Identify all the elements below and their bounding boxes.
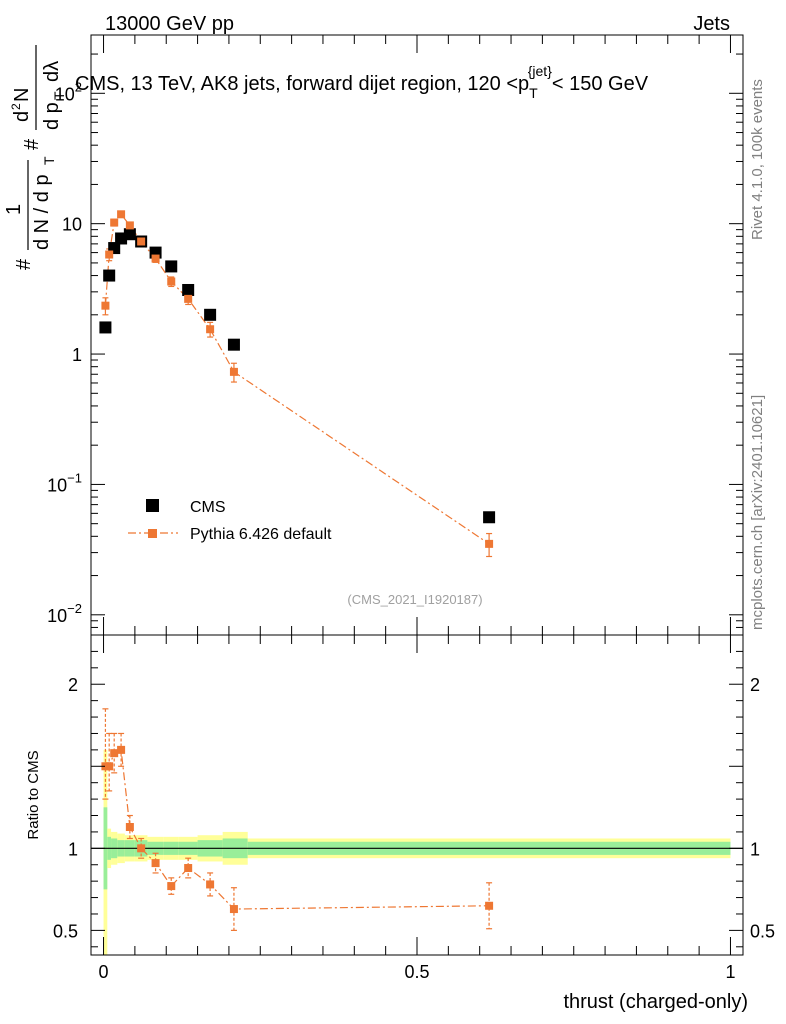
main-y-tick-label: 1 xyxy=(72,345,82,365)
pythia-ratio-point xyxy=(125,823,134,831)
ratio-y-tick-label-right: 2 xyxy=(750,675,760,695)
pythia-ratio-point xyxy=(137,844,146,853)
ratio-y-tick-label-right: 1 xyxy=(750,839,760,859)
pythia-point xyxy=(184,294,193,303)
pythia-ratio-point xyxy=(117,745,126,754)
legend-cms-label: CMS xyxy=(190,499,226,516)
ylabel-dN: d N / d p xyxy=(31,174,53,250)
ratio-y-tick-label: 0.5 xyxy=(53,921,78,941)
title-sub: T xyxy=(529,85,538,101)
main-frame xyxy=(90,34,744,636)
ylabel-T: T xyxy=(41,156,57,165)
cms-point xyxy=(165,260,178,273)
legend: CMS Pythia 6.426 default xyxy=(128,499,332,543)
ratio-x-tick-label: 0.5 xyxy=(404,962,429,982)
pythia-ratio-point xyxy=(110,749,119,758)
cms-point xyxy=(204,308,217,321)
pythia-ratio-point xyxy=(485,901,494,910)
ratio-y-axis: 0.5 0.5 1 1 2 2 xyxy=(53,650,775,948)
pythia-point xyxy=(485,539,494,548)
legend-cms-marker xyxy=(146,499,159,512)
pythia-ratio-point xyxy=(184,864,193,873)
ratio-y-tick-label-right: 0.5 xyxy=(750,921,775,941)
ylabel-den-T: T xyxy=(51,91,67,100)
pythia-ratio-point xyxy=(105,762,114,771)
cms-point xyxy=(123,228,136,241)
ylabel-one: 1 xyxy=(3,204,25,215)
pythia-point xyxy=(151,254,160,263)
main-x-ticks xyxy=(103,35,731,635)
cms-point xyxy=(483,511,496,524)
pythia-ratio-point xyxy=(151,859,160,868)
pythia-point xyxy=(167,277,176,286)
pythia-point xyxy=(137,237,146,246)
ylabel-num-N: N xyxy=(11,88,33,102)
ratio-x-tick-label: 1 xyxy=(725,962,735,982)
title-prefix: CMS, 13 TeV, AK8 jets, forward dijet reg… xyxy=(75,73,529,95)
ratio-y-tick-label: 2 xyxy=(68,675,78,695)
pythia-ratio-point xyxy=(229,905,238,914)
cms-point xyxy=(103,269,116,282)
ratio-panel: 0.5 0.51 12 2 0 0.5 1 xyxy=(53,634,775,982)
pythia-point xyxy=(125,221,134,230)
main-y-axis: 10−2 10−1 1 10 102 xyxy=(47,53,743,636)
ratio-frame xyxy=(90,634,744,956)
x-axis-label: thrust (charged-only) xyxy=(563,991,748,1013)
main-y-tick-label: 10 xyxy=(62,215,82,235)
ylabel-den-l: dλ xyxy=(41,61,63,82)
pythia-point xyxy=(206,325,215,334)
pythia-point xyxy=(229,367,238,376)
chart-title: CMS, 13 TeV, AK8 jets, forward dijet reg… xyxy=(75,63,649,101)
cms-point xyxy=(182,283,195,296)
ratio-x-axis: 0 0.5 1 xyxy=(99,635,735,982)
ratio-x-tick-label: 0 xyxy=(99,962,109,982)
pythia-point xyxy=(101,301,110,310)
main-y-label: # 1 d N / d p T # d 2 N d p T dλ xyxy=(3,45,67,270)
main-y-tick-label: 10−2 xyxy=(47,601,82,626)
pythia-line xyxy=(104,213,490,545)
ratio-y-tick-label: 1 xyxy=(68,839,78,859)
mcplots-label: mcplots.cern.ch [arXiv:2401.10621] xyxy=(749,395,766,630)
main-points xyxy=(99,210,496,558)
ylabel-num-d: d xyxy=(11,111,33,122)
header-left: 13000 GeV pp xyxy=(105,13,234,35)
ratio-y-label: Ratio to CMS xyxy=(25,750,42,839)
title-sup: {jet} xyxy=(528,63,552,79)
main-y-tick-label: 102 xyxy=(55,79,82,104)
main-y-tick-label: 10−1 xyxy=(47,470,82,495)
main-panel: 10−2 10−1 1 10 102 xyxy=(47,34,744,636)
pythia-ratio-point xyxy=(167,882,176,891)
header-right: Jets xyxy=(693,13,730,35)
pythia-point xyxy=(110,218,119,227)
title-suffix: < 150 GeV xyxy=(552,73,649,95)
analysis-id: (CMS_2021_I1920187) xyxy=(347,592,482,607)
ratio-uncertainty-bands xyxy=(103,749,731,955)
ratio-points xyxy=(101,708,494,931)
pythia-ratio-point xyxy=(206,880,215,889)
pythia-ratio-line xyxy=(105,748,490,910)
pythia-line-main xyxy=(104,213,490,545)
cms-point xyxy=(99,321,112,334)
legend-pythia-label: Pythia 6.426 default xyxy=(190,526,332,543)
ylabel-num-2: 2 xyxy=(9,103,23,110)
legend-pythia-marker xyxy=(148,529,157,538)
rivet-label: Rivet 4.1.0, 100k events xyxy=(749,79,766,240)
pythia-point xyxy=(105,250,114,259)
cms-point xyxy=(227,338,240,351)
ylabel-hash1: # xyxy=(13,258,35,270)
pythia-point xyxy=(117,210,126,219)
pythia-line-ratio xyxy=(105,748,490,910)
ylabel-den: d p xyxy=(41,102,63,130)
ylabel-hash2: # xyxy=(21,138,43,150)
